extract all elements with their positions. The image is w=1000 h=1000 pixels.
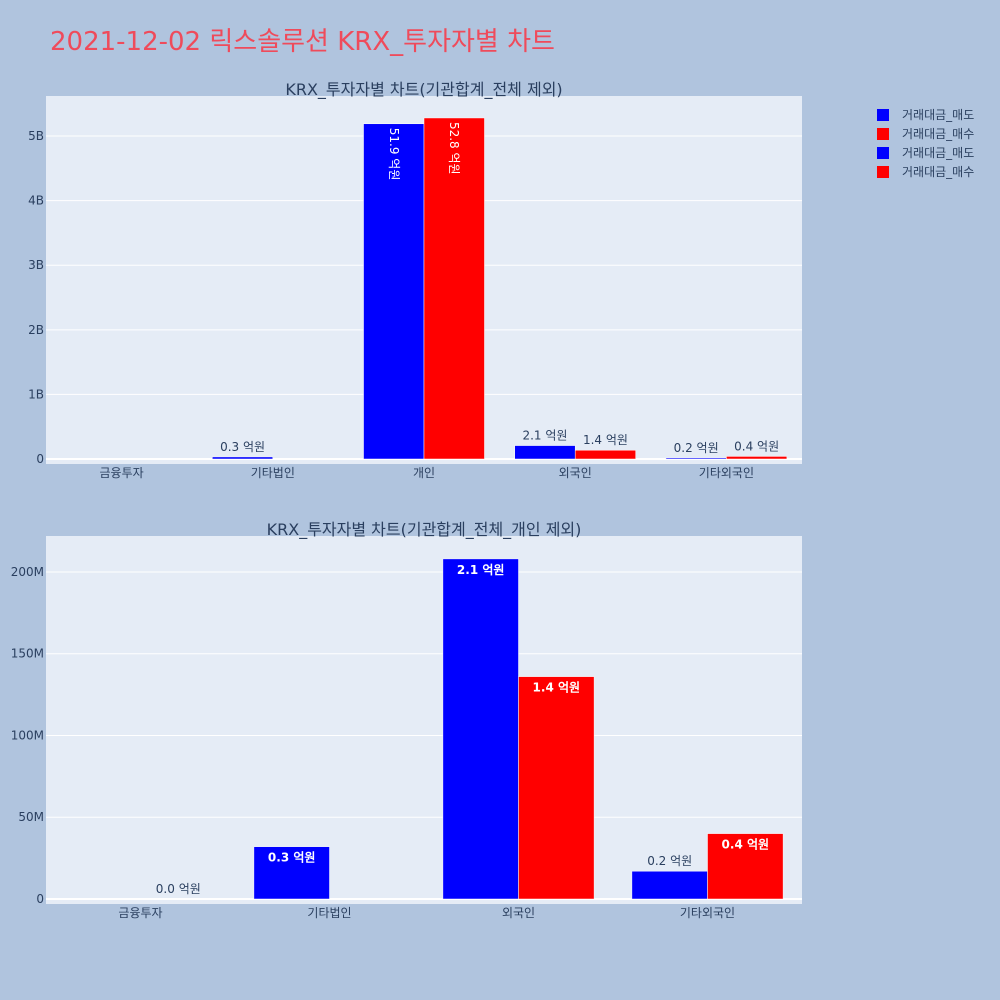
bar — [514, 445, 576, 460]
main-title: 2021-12-02 릭스솔루션 KRX_투자자별 차트 — [50, 27, 555, 57]
y-tick-label: 3B — [28, 258, 44, 272]
data-label: 0.0 억원 — [156, 882, 201, 896]
legend-swatch — [877, 109, 889, 121]
y-tick-label: 4B — [28, 194, 44, 208]
y-tick-label: 200M — [11, 565, 44, 579]
plot-bottom: 0 50M 100M 150M 200M KRX_투자자별 차트(기관합계_전체_개인 제… — [11, 520, 802, 920]
chart-title: KRX_투자자별 차트(기관합계_전체_개인 제외) — [267, 520, 582, 540]
legend-item: 거래대금_매수 — [902, 127, 974, 141]
x-tick-label: 금융투자 — [118, 906, 162, 920]
data-label: 1.4 억원 — [583, 433, 628, 447]
bar — [726, 456, 788, 460]
bar — [253, 846, 330, 900]
y-tick-label: 100M — [11, 728, 44, 742]
legend-item: 거래대금_매수 — [902, 165, 974, 179]
x-tick-label: 기타외국인 — [680, 906, 735, 920]
x-tick-label: 금융투자 — [100, 466, 144, 480]
bar — [423, 117, 485, 460]
legend-swatch — [877, 147, 889, 159]
bar — [442, 558, 519, 900]
data-label: 2.1 억원 — [522, 429, 567, 443]
x-tick-label: 외국인 — [502, 906, 535, 920]
y-tick-label: 5B — [28, 129, 44, 143]
legend-item: 거래대금_매도 — [902, 146, 974, 160]
y-tick-label: 0 — [36, 892, 44, 906]
bar — [212, 456, 274, 460]
data-label: 52.8 억원 — [447, 122, 461, 175]
data-label: 0.4 억원 — [722, 838, 770, 852]
data-label: 0.2 억원 — [647, 854, 692, 868]
data-label: 2.1 억원 — [457, 563, 505, 577]
x-tick-label: 외국인 — [559, 466, 592, 480]
y-tick-label: 2B — [28, 323, 44, 337]
chart-title: KRX_투자자별 차트(기관합계_전체 제외) — [285, 80, 562, 100]
plot-top: 0 1B 2B 3B 4B 5B KRX_투자자별 차트(기관합계_전체 제외) 금융투자 기타… — [28, 80, 802, 480]
legend-swatch — [877, 128, 889, 140]
bar — [665, 457, 727, 460]
x-tick-label: 개인 — [413, 466, 435, 480]
bar — [631, 870, 708, 900]
y-tick-label: 0 — [36, 452, 44, 466]
data-label: 0.3 억원 — [220, 440, 265, 454]
data-label: 0.4 억원 — [734, 439, 779, 453]
legend-swatch — [877, 166, 889, 178]
bar — [707, 833, 784, 900]
x-tick-label: 기타법인 — [307, 906, 351, 920]
bar — [518, 676, 595, 900]
data-label: 1.4 억원 — [533, 681, 581, 695]
y-tick-label: 150M — [11, 647, 44, 661]
y-tick-label: 50M — [18, 810, 44, 824]
x-tick-label: 기타법인 — [251, 466, 295, 480]
data-label: 51.9 억원 — [387, 128, 401, 181]
x-tick-label: 기타외국인 — [699, 466, 754, 480]
data-label: 0.3 억원 — [268, 851, 316, 865]
legend-item: 거래대금_매도 — [902, 108, 974, 122]
y-tick-label: 1B — [28, 387, 44, 401]
data-label: 0.2 억원 — [674, 441, 719, 455]
bar — [574, 449, 636, 460]
plot-area — [46, 536, 802, 904]
